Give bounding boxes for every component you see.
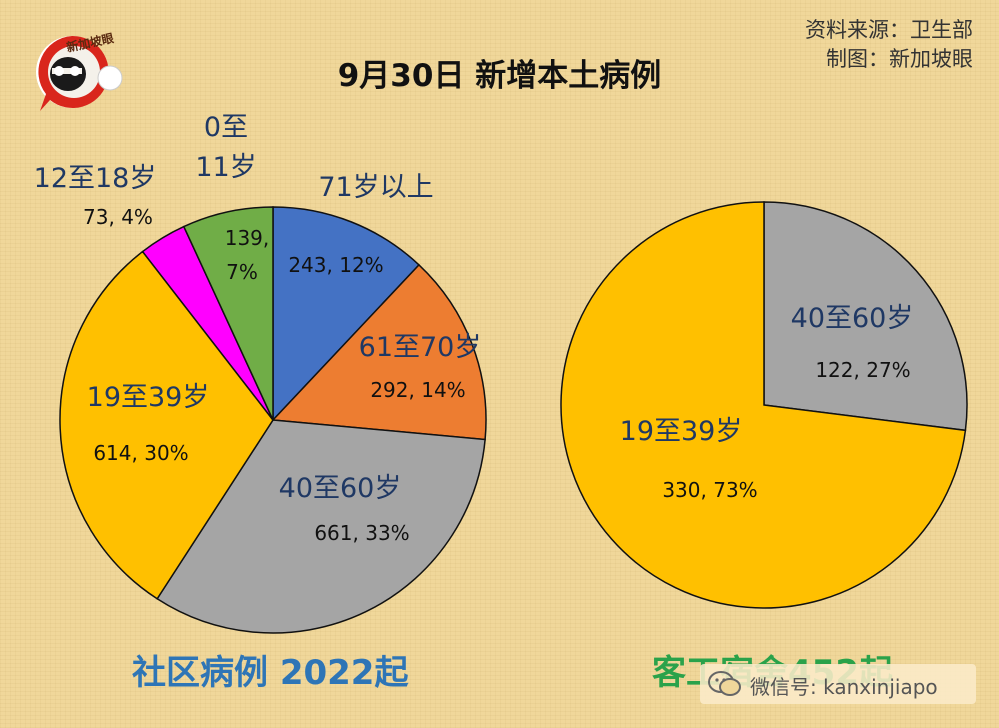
category-label-community-4: 12至18岁 bbox=[34, 163, 157, 194]
value-label-community-0: 243, 12% bbox=[288, 253, 383, 277]
pie-slice-community-1 bbox=[271, 263, 487, 441]
pie-slice-dorm-1 bbox=[560, 201, 967, 609]
source-credit: 资料来源：卫生部 制图：新加坡眼 bbox=[805, 16, 973, 74]
pie-slice-dorm-0 bbox=[763, 201, 968, 432]
source-line: 资料来源：卫生部 bbox=[805, 18, 973, 42]
value-label-community-5: 139, bbox=[225, 226, 270, 250]
category-label-community-2: 40至60岁 bbox=[279, 473, 402, 504]
value-label-community-3: 614, 30% bbox=[93, 441, 188, 465]
value-label-dorm-1: 330, 73% bbox=[662, 478, 757, 502]
category-label-community-5: 0至 bbox=[204, 112, 248, 143]
category-label-community-1: 61至70岁 bbox=[359, 332, 482, 363]
value-label-community-5-b: 7% bbox=[226, 260, 258, 284]
wechat-icon bbox=[708, 671, 741, 696]
value-label-community-4: 73, 4% bbox=[83, 205, 153, 229]
pie-slice-community-5 bbox=[182, 206, 274, 421]
category-label-community-0: 71岁以上 bbox=[318, 172, 433, 203]
value-label-community-2: 661, 33% bbox=[314, 521, 409, 545]
value-label-dorm-0: 122, 27% bbox=[815, 358, 910, 382]
pie-slice-community-0 bbox=[272, 206, 421, 422]
category-label-community-3: 19至39岁 bbox=[87, 382, 210, 413]
category-label-dorm-0: 40至60岁 bbox=[791, 303, 914, 334]
value-label-community-1: 292, 14% bbox=[370, 378, 465, 402]
credit-line: 制图：新加坡眼 bbox=[826, 47, 973, 71]
category-label-community-5-b: 11岁 bbox=[195, 152, 256, 183]
pie-slice-community-3 bbox=[59, 250, 274, 600]
page-title: 9月30日 新增本土病例 bbox=[337, 58, 662, 94]
category-label-dorm-1: 19至39岁 bbox=[620, 416, 743, 447]
community-cases-label: 社区病例 2022起 bbox=[132, 653, 409, 693]
brand-logo: 新加坡眼 bbox=[22, 12, 132, 112]
wechat-watermark: 微信号: kanxinjiapo bbox=[700, 664, 976, 704]
watermark-text: 微信号: kanxinjiapo bbox=[750, 675, 938, 699]
